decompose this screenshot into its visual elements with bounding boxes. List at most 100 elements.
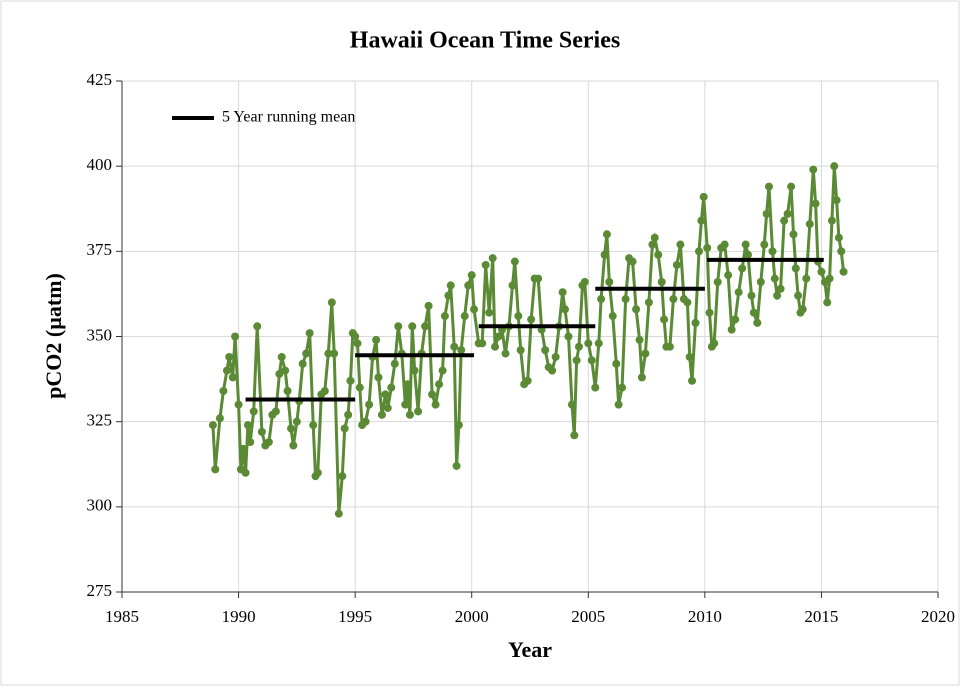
data-point — [264, 438, 273, 447]
data-point — [249, 407, 258, 416]
data-point — [787, 182, 796, 191]
data-point — [823, 298, 832, 307]
data-point — [374, 373, 383, 382]
data-point — [452, 461, 461, 470]
data-point — [527, 315, 536, 324]
data-point — [669, 295, 678, 304]
data-point — [695, 247, 704, 256]
data-point — [637, 373, 646, 382]
data-point — [361, 417, 370, 426]
data-point — [222, 366, 231, 375]
data-point — [523, 376, 532, 385]
data-point — [344, 410, 353, 419]
x-tick-label: 2005 — [571, 607, 605, 626]
data-point — [618, 383, 627, 392]
data-point — [605, 277, 614, 286]
data-point — [665, 342, 674, 351]
data-point — [770, 274, 779, 283]
data-point — [334, 509, 343, 518]
data-point — [313, 468, 322, 477]
data-point — [428, 390, 437, 399]
data-point — [309, 421, 318, 430]
data-point — [239, 444, 248, 453]
data-point — [628, 257, 637, 266]
data-point — [353, 339, 362, 348]
data-point — [438, 366, 447, 375]
data-point — [305, 329, 314, 338]
data-point — [764, 182, 773, 191]
data-point — [705, 308, 714, 317]
data-point — [501, 349, 510, 358]
data-point — [602, 230, 611, 239]
data-point — [780, 216, 789, 225]
data-point — [231, 332, 240, 341]
data-point — [253, 322, 262, 331]
data-point — [355, 383, 364, 392]
data-point — [444, 291, 453, 300]
data-point — [292, 417, 301, 426]
data-point — [494, 332, 503, 341]
y-axis-label: pCO2 (µatm) — [41, 273, 66, 399]
data-point — [421, 322, 430, 331]
data-point — [720, 240, 729, 249]
data-point — [747, 291, 756, 300]
data-point — [691, 318, 700, 327]
data-point — [327, 298, 336, 307]
data-point — [289, 441, 298, 450]
y-tick-label: 425 — [87, 70, 113, 89]
data-point — [435, 380, 444, 389]
y-tick-label: 375 — [87, 240, 113, 259]
data-point — [215, 414, 224, 423]
data-point — [685, 352, 694, 361]
data-point — [457, 346, 466, 355]
data-point — [699, 192, 708, 201]
data-point — [405, 410, 414, 419]
data-point — [478, 339, 487, 348]
data-point — [632, 305, 641, 314]
data-point — [641, 349, 650, 358]
data-point — [287, 424, 296, 433]
data-point — [741, 240, 750, 249]
data-point — [644, 298, 653, 307]
x-tick-label: 2010 — [688, 607, 722, 626]
data-point — [635, 335, 644, 344]
data-point — [802, 274, 811, 283]
data-point — [756, 277, 765, 286]
data-point — [597, 295, 606, 304]
data-point — [401, 400, 410, 409]
data-point — [365, 400, 374, 409]
data-point — [377, 410, 386, 419]
data-point — [302, 349, 311, 358]
data-point — [660, 315, 669, 324]
data-point — [219, 387, 228, 396]
data-point — [564, 332, 573, 341]
x-tick-label: 2020 — [921, 607, 955, 626]
data-point — [454, 421, 463, 430]
data-point — [208, 421, 217, 430]
data-point — [776, 284, 785, 293]
data-point — [727, 325, 736, 334]
y-tick-label: 400 — [87, 155, 113, 174]
data-point — [738, 264, 747, 273]
data-point — [743, 250, 752, 259]
legend-label: 5 Year running mean — [222, 109, 355, 126]
data-point — [688, 376, 697, 385]
data-point — [541, 346, 550, 355]
data-point — [805, 220, 814, 229]
data-point — [817, 267, 826, 276]
data-point — [241, 468, 250, 477]
y-tick-label: 275 — [87, 581, 113, 600]
data-point — [225, 352, 234, 361]
data-point — [676, 240, 685, 249]
data-point — [837, 247, 846, 256]
data-point — [277, 352, 286, 361]
data-point — [516, 346, 525, 355]
data-point — [346, 376, 355, 385]
data-point — [243, 421, 252, 430]
data-point — [281, 366, 290, 375]
data-point — [298, 359, 307, 368]
data-point — [650, 233, 659, 242]
data-point — [594, 339, 603, 348]
